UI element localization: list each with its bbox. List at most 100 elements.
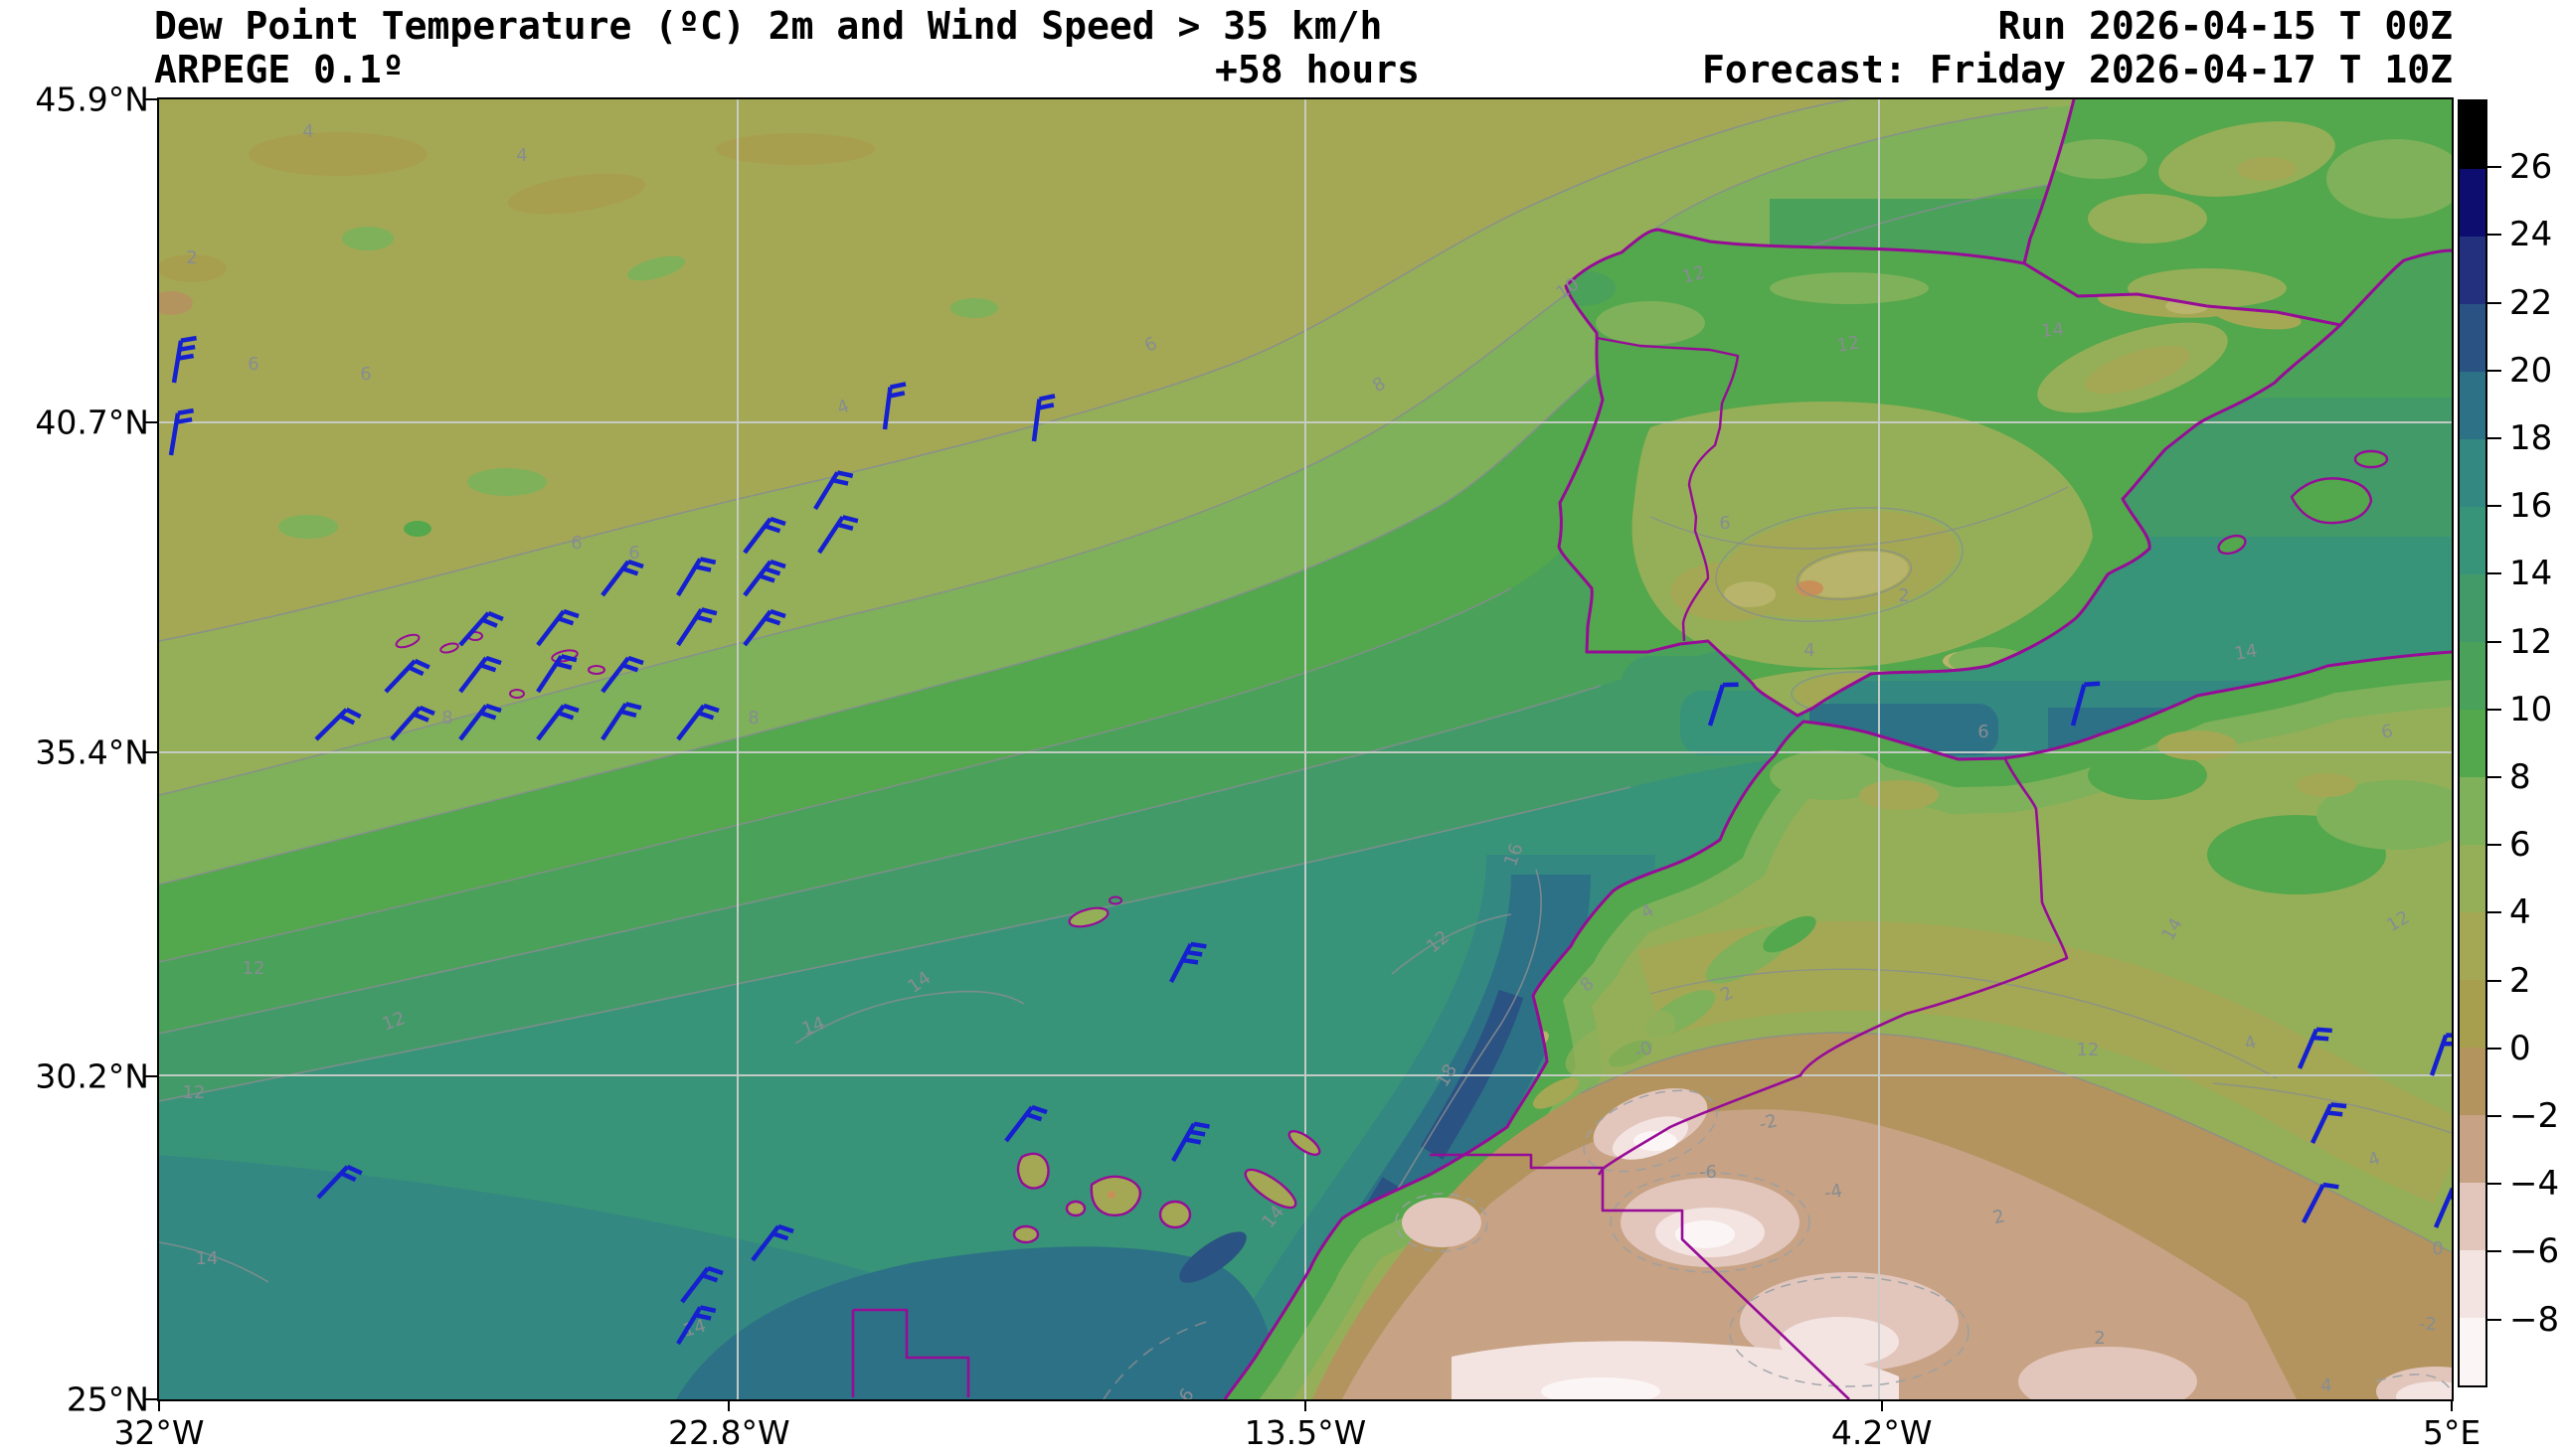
contour-label: -2: [2419, 1314, 2437, 1335]
contour-label: 4: [2242, 1032, 2258, 1054]
colorbar-tick-label: 4: [2509, 892, 2531, 933]
colorbar-segment: [2460, 372, 2485, 439]
wind-barb: [536, 703, 580, 741]
colorbar-segment: [2460, 1250, 2485, 1318]
wind-barb: [743, 608, 786, 647]
wind-barb: [2297, 1027, 2332, 1069]
wind-barb: [2302, 1182, 2339, 1224]
contour-label: 6: [1719, 513, 1730, 534]
wind-barb: [680, 1265, 724, 1304]
lon-tick-label: 13.5°W: [1244, 1413, 1367, 1452]
contour-label: 4: [302, 121, 313, 142]
wind-barb: [813, 470, 854, 511]
colorbar-segment: [2460, 169, 2485, 237]
forecast-label: Forecast: Friday 2026-04-17 T 10Z: [1702, 48, 2453, 91]
colorbar-tick-label: 12: [2509, 621, 2553, 662]
colorbar-tick-label: 20: [2509, 350, 2553, 391]
contour-label: 2: [1898, 585, 1909, 606]
wind-barb: [676, 557, 717, 597]
contour-label: -4: [1822, 1181, 1843, 1205]
wind-barb: [2310, 1102, 2347, 1144]
colorbar-tick-label: −4: [2509, 1164, 2560, 1205]
wind-barb: [600, 559, 644, 597]
colorbar-segment: [2460, 845, 2485, 912]
colorbar-tick-label: 2: [2509, 960, 2531, 1001]
wind-barb: [1171, 1121, 1210, 1163]
wind-barb: [676, 1305, 717, 1346]
wind-barb: [1031, 394, 1056, 442]
colorbar-tick-label: 22: [2509, 282, 2553, 323]
wind-barb: [676, 703, 720, 741]
wind-barb: [458, 655, 502, 694]
lon-tick-label: 22.8°W: [667, 1413, 790, 1452]
colorbar-segment: [2460, 710, 2485, 777]
wind-barb: [314, 707, 362, 741]
lat-tick-label: 35.4°N: [35, 732, 149, 772]
contour-label: -2: [1757, 1110, 1780, 1135]
lon-tick-label: 5°E: [2422, 1413, 2481, 1452]
colorbar-tick-label: 14: [2509, 554, 2553, 594]
colorbar-segment: [2460, 912, 2485, 980]
wind-barb: [536, 654, 578, 694]
colorbar-segment: [2460, 237, 2485, 304]
lat-tick-label: 25°N: [66, 1379, 149, 1419]
colorbar-tick-label: −8: [2509, 1299, 2560, 1340]
contour-label: 4: [1803, 640, 1814, 661]
contour-label: 6: [628, 543, 639, 564]
lon-tick-label: 32°W: [113, 1413, 205, 1452]
colorbar-segment: [2460, 507, 2485, 574]
wind-barb: [316, 1164, 363, 1200]
wind-barb: [390, 705, 435, 741]
contour-label: 12: [2077, 1040, 2100, 1060]
colorbar-segment: [2460, 439, 2485, 507]
colorbar-tick-label: 8: [2509, 757, 2531, 797]
contour-label: 6: [248, 354, 258, 375]
wind-barb: [817, 515, 859, 555]
wind-barbs: [168, 335, 2452, 1346]
contour-label: 8: [441, 708, 452, 728]
wind-barb: [536, 608, 580, 647]
page-title: Dew Point Temperature (ºC) 2m and Wind S…: [154, 4, 1383, 48]
contour-label: 2: [1990, 1206, 2006, 1228]
contour-label: 0: [2432, 1238, 2443, 1259]
wind-barb: [2433, 1186, 2452, 1228]
colorbar-segment: [2460, 1048, 2485, 1115]
colorbar-segment: [2460, 304, 2485, 372]
colorbar-tick-label: −2: [2509, 1096, 2560, 1136]
contour-label: 2: [186, 247, 197, 268]
colorbar: [2458, 99, 2487, 1387]
lon-tick-label: 4.2°W: [1830, 1413, 1933, 1452]
colorbar-tick-label: 26: [2509, 147, 2553, 188]
colorbar-segment: [2460, 642, 2485, 710]
colorbar-segment: [2460, 101, 2485, 169]
colorbar-segment: [2460, 777, 2485, 845]
colorbar-tick-label: 6: [2509, 825, 2531, 866]
contour-label: 4: [516, 145, 527, 166]
wind-barb: [751, 1223, 794, 1262]
contour-label: 14: [196, 1248, 219, 1269]
colorbar-segment: [2460, 1115, 2485, 1183]
wind-barb: [1707, 682, 1739, 727]
contour-label: 14: [2233, 640, 2259, 665]
contour-label: 6: [571, 533, 582, 554]
contour-label: 8: [748, 708, 759, 728]
colorbar-tick-label: 18: [2509, 418, 2553, 458]
contour-label: 6: [360, 364, 371, 385]
wind-barb: [882, 382, 907, 430]
contour-label: 6: [2380, 721, 2395, 743]
wind-barb: [1169, 941, 1207, 984]
wind-barb: [2429, 1033, 2452, 1076]
graticule: [159, 99, 2452, 1399]
map-canvas: 4 4 4 2 6 6 6 6 6 8 8 8 10 12 12 12 12 12 12 14 14 14 14 14 14 14…: [157, 97, 2454, 1401]
wind-barb: [600, 655, 644, 694]
colorbar-tick-label: 0: [2509, 1028, 2531, 1068]
contour-label: 14: [2040, 319, 2065, 342]
colorbar-segment: [2460, 574, 2485, 642]
wind-barb: [1004, 1104, 1048, 1143]
coastlines-borders: [395, 99, 2452, 1399]
wind-barb: [384, 658, 430, 694]
wind-barb: [2070, 681, 2101, 727]
contour-label: 4: [2320, 1375, 2331, 1396]
wind-barb: [600, 702, 642, 741]
